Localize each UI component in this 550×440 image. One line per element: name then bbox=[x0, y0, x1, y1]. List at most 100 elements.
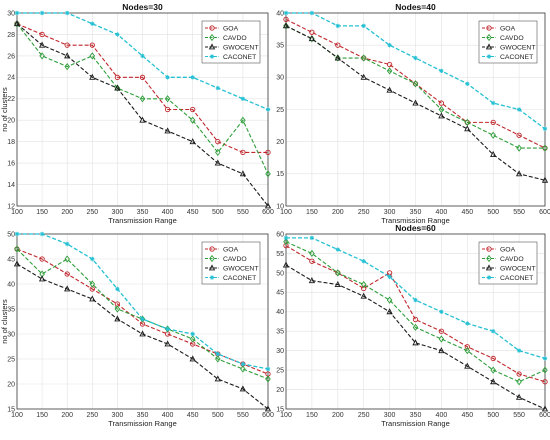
legend-marker bbox=[209, 25, 215, 31]
x-tick-label: 450 bbox=[461, 209, 473, 216]
data-point bbox=[90, 21, 95, 26]
data-point bbox=[361, 285, 367, 292]
data-point bbox=[189, 355, 196, 362]
legend: GOA CAVDO GWOCENT CACONET bbox=[478, 241, 538, 285]
data-point bbox=[283, 238, 289, 246]
y-tick-label: 40 bbox=[276, 10, 284, 17]
data-point bbox=[189, 138, 196, 145]
data-point bbox=[360, 54, 367, 62]
data-point bbox=[283, 16, 289, 23]
legend-label: CAVDO bbox=[223, 35, 247, 42]
data-point bbox=[264, 405, 272, 412]
data-point bbox=[64, 271, 70, 277]
legend-label: CAVDO bbox=[500, 35, 524, 42]
data-point bbox=[490, 355, 496, 362]
y-tick-label: 15 bbox=[7, 406, 15, 413]
y-tick-label: 30 bbox=[276, 348, 284, 355]
data-point bbox=[114, 315, 121, 322]
data-point bbox=[38, 275, 46, 282]
chart-panel-4: 100 150 200 250 300 350 400 450 500 550 600 15 20 25 3… bbox=[276, 223, 550, 428]
legend-marker bbox=[209, 254, 215, 263]
y-tick-label: 60 bbox=[276, 231, 284, 238]
y-tick-label: 20 bbox=[276, 139, 284, 146]
data-point bbox=[360, 292, 367, 299]
series-line bbox=[285, 241, 546, 383]
y-tick-label: 45 bbox=[276, 290, 284, 297]
data-point bbox=[265, 366, 271, 372]
data-point bbox=[13, 20, 21, 27]
legend-marker bbox=[209, 54, 215, 59]
legend: GOA CAVDO GWOCENT CACONET bbox=[201, 20, 261, 64]
data-point bbox=[140, 53, 145, 59]
x-axis-label: Transmission Range bbox=[381, 216, 450, 225]
data-point bbox=[516, 371, 522, 377]
data-point bbox=[240, 365, 246, 373]
data-point bbox=[264, 202, 272, 209]
data-point bbox=[115, 32, 120, 37]
data-point bbox=[309, 249, 315, 258]
y-tick-label: 50 bbox=[7, 231, 15, 238]
data-point bbox=[64, 63, 70, 71]
data-point bbox=[490, 119, 496, 126]
legend: GOA CAVDO GWOCENT CACONET bbox=[478, 20, 538, 64]
data-point bbox=[190, 106, 196, 113]
series-goa bbox=[283, 243, 548, 385]
y-tick-label: 15 bbox=[276, 171, 284, 178]
legend-marker bbox=[209, 275, 215, 280]
data-point bbox=[89, 295, 96, 302]
y-tick-label: 14 bbox=[7, 182, 15, 189]
x-tick-label: 250 bbox=[358, 412, 370, 419]
data-point bbox=[14, 231, 20, 237]
data-point bbox=[215, 139, 221, 145]
y-tick-label: 40 bbox=[7, 281, 15, 288]
series-line bbox=[285, 264, 546, 410]
data-point bbox=[386, 86, 393, 93]
data-point bbox=[265, 375, 271, 383]
x-tick-label: 400 bbox=[162, 412, 174, 419]
series-caconet bbox=[283, 10, 548, 131]
data-point bbox=[412, 316, 419, 323]
data-point bbox=[490, 366, 496, 374]
legend-label: GWOCENT bbox=[500, 44, 536, 51]
data-point bbox=[214, 375, 221, 382]
y-tick-label: 28 bbox=[7, 32, 15, 39]
data-point bbox=[64, 255, 70, 263]
data-point bbox=[283, 10, 289, 16]
data-point bbox=[14, 20, 20, 28]
data-point bbox=[386, 67, 393, 75]
x-tick-label: 300 bbox=[384, 209, 396, 216]
data-point bbox=[164, 95, 171, 103]
axes-frame bbox=[16, 233, 269, 410]
data-point bbox=[38, 41, 46, 48]
data-point bbox=[215, 355, 221, 363]
y-tick-label: 22 bbox=[7, 96, 15, 103]
data-point bbox=[490, 131, 496, 139]
data-point bbox=[64, 52, 71, 59]
data-point bbox=[335, 42, 341, 48]
data-point bbox=[464, 347, 471, 355]
chart-panel-1: 100 150 200 250 300 350 400 450 500 550 600 12 14 16 1… bbox=[0, 2, 274, 225]
data-point bbox=[542, 126, 548, 131]
x-tick-label: 600 bbox=[262, 209, 274, 216]
axes-frame bbox=[285, 12, 546, 207]
data-point bbox=[464, 125, 471, 132]
legend-marker bbox=[486, 25, 492, 31]
y-axis-label: no of clusters bbox=[0, 299, 9, 344]
x-tick-label: 550 bbox=[237, 209, 249, 216]
data-point bbox=[114, 74, 121, 80]
data-point bbox=[412, 80, 419, 88]
series-line bbox=[16, 23, 268, 153]
data-point bbox=[387, 42, 392, 48]
data-point bbox=[541, 405, 549, 412]
data-point bbox=[164, 106, 171, 113]
data-point bbox=[515, 393, 523, 400]
legend-label: GWOCENT bbox=[223, 44, 259, 51]
data-point bbox=[542, 366, 548, 374]
legend-marker bbox=[485, 43, 493, 50]
series-caconet bbox=[14, 10, 271, 112]
y-tick-label: 50 bbox=[276, 270, 284, 277]
y-tick-label: 25 bbox=[276, 368, 284, 375]
data-point bbox=[465, 81, 470, 86]
x-tick-label: 450 bbox=[187, 209, 199, 216]
series-cavdo bbox=[283, 238, 548, 386]
